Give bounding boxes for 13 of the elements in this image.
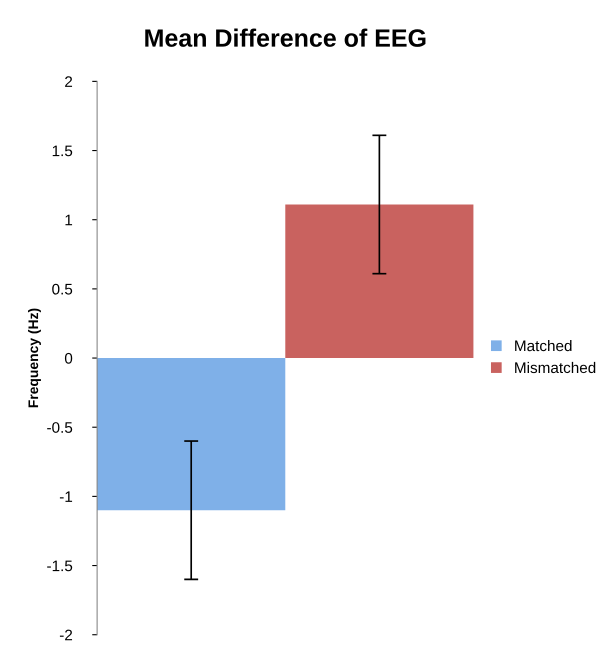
y-tick-label: -2 [60,630,72,640]
y-tick-label: -1.5 [47,560,72,572]
y-tick-label: -1 [60,491,72,502]
y-tick-label: -0.5 [47,422,72,433]
legend-label: Mismatched [515,362,596,374]
y-tick-label: 1.5 [52,146,72,156]
y-tick-label: 0 [64,352,72,364]
chart-title: Mean Difference of EEG [145,28,426,47]
y-tick-label: 2 [65,76,72,87]
y-axis-title: Frequency (Hz) [28,308,41,408]
y-tick-label: 1 [65,214,72,226]
legend-label: Matched [515,340,572,352]
y-tick-label: 0.5 [52,284,72,295]
